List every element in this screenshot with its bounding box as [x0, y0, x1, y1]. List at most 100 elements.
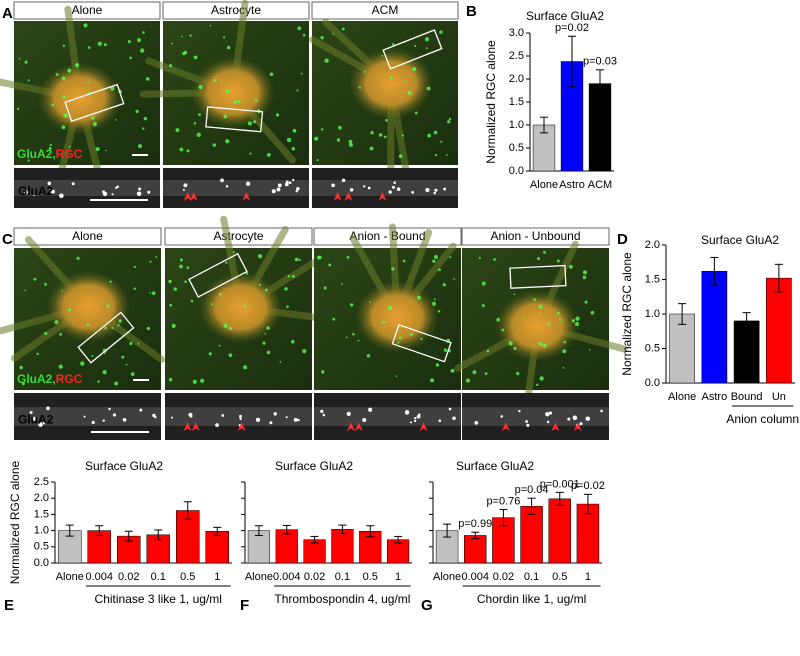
soma: [355, 280, 440, 353]
puncta: [228, 353, 233, 358]
x-tick-label: Un: [772, 391, 786, 403]
header-box: [13, 227, 162, 246]
inset-puncta: [50, 189, 55, 194]
puncta: [179, 147, 184, 152]
x-tick-label: 0.004: [85, 571, 113, 583]
x-tick-label: 0.02: [304, 571, 325, 583]
puncta: [294, 257, 299, 262]
inset-puncta: [293, 417, 298, 422]
puncta: [118, 319, 122, 323]
arrowhead: [183, 192, 192, 201]
puncta: [254, 99, 258, 103]
puncta: [222, 36, 226, 39]
puncta: [391, 267, 395, 271]
puncta: [387, 305, 393, 311]
puncta: [76, 256, 80, 260]
puncta: [243, 365, 248, 370]
inset-puncta: [518, 409, 521, 413]
inset-puncta: [443, 187, 447, 191]
puncta: [378, 133, 383, 137]
puncta: [370, 130, 374, 135]
puncta: [97, 380, 100, 383]
puncta: [198, 84, 203, 90]
panel-label: F: [240, 597, 249, 614]
panel-label: E: [4, 597, 14, 614]
puncta: [127, 40, 131, 44]
puncta: [145, 77, 150, 81]
arrowhead: [354, 422, 363, 432]
chart-title: Surface GluA2: [275, 459, 353, 473]
puncta: [537, 257, 541, 261]
puncta: [196, 132, 201, 138]
inset-puncta: [545, 411, 550, 417]
y-tick-label: 0.5: [645, 342, 660, 354]
puncta: [189, 34, 192, 37]
y-tick-label: 2.5: [34, 476, 49, 488]
puncta: [584, 300, 588, 304]
puncta: [432, 259, 436, 263]
x-tick-label: Alone: [56, 571, 84, 583]
inset-puncta: [71, 182, 75, 186]
x-axis-label: Thrombospondin 4, ug/ml: [274, 592, 410, 606]
inset-puncta: [438, 419, 442, 423]
puncta: [558, 318, 562, 321]
puncta: [430, 378, 435, 383]
p-value: p=0.001: [540, 478, 580, 490]
puncta: [218, 344, 221, 347]
p-value: p=0.04: [515, 484, 549, 496]
puncta: [357, 339, 360, 342]
puncta: [381, 54, 384, 57]
inset-puncta: [404, 410, 410, 415]
chart-title: Surface GluA2: [456, 459, 534, 473]
puncta: [446, 153, 448, 156]
puncta: [67, 308, 72, 312]
x-tick-label: 0.02: [493, 571, 514, 583]
roi-box: [382, 29, 443, 70]
puncta: [345, 336, 348, 339]
arrowhead: [237, 422, 246, 432]
inset-puncta: [341, 178, 346, 183]
puncta: [575, 316, 580, 321]
puncta: [398, 154, 403, 159]
soma: [198, 271, 283, 344]
arrowhead: [551, 422, 560, 432]
puncta: [352, 332, 355, 336]
inset-label: GluA2: [18, 184, 54, 198]
inset-puncta: [411, 190, 415, 194]
inset-puncta: [154, 416, 157, 419]
puncta: [243, 304, 247, 308]
puncta: [247, 121, 253, 126]
puncta: [321, 370, 325, 374]
inset-puncta: [190, 415, 193, 418]
puncta: [478, 256, 481, 260]
header-text: Astrocyte: [211, 3, 261, 17]
puncta: [129, 56, 133, 60]
puncta: [383, 135, 387, 139]
puncta: [337, 125, 342, 130]
puncta: [486, 349, 490, 353]
arrowhead: [344, 192, 353, 201]
arrowhead: [183, 422, 192, 432]
soma: [349, 47, 434, 120]
puncta: [496, 317, 501, 322]
x-tick-label: Bound: [731, 391, 763, 403]
x-tick-label: 0.1: [151, 571, 166, 583]
puncta: [27, 79, 30, 82]
arrowhead: [573, 422, 582, 432]
puncta: [438, 268, 441, 272]
arrowhead: [333, 192, 342, 201]
inset-puncta: [285, 180, 289, 184]
puncta: [133, 287, 137, 290]
inset-puncta: [38, 422, 43, 427]
bar: [205, 530, 230, 564]
y-tick-label: 0.5: [34, 541, 49, 553]
puncta: [223, 323, 228, 328]
puncta: [516, 371, 520, 376]
puncta: [182, 51, 186, 56]
puncta: [226, 45, 231, 50]
puncta: [97, 41, 102, 46]
puncta: [186, 149, 190, 153]
puncta: [302, 33, 306, 37]
puncta: [179, 258, 183, 262]
inset-puncta: [418, 413, 421, 416]
